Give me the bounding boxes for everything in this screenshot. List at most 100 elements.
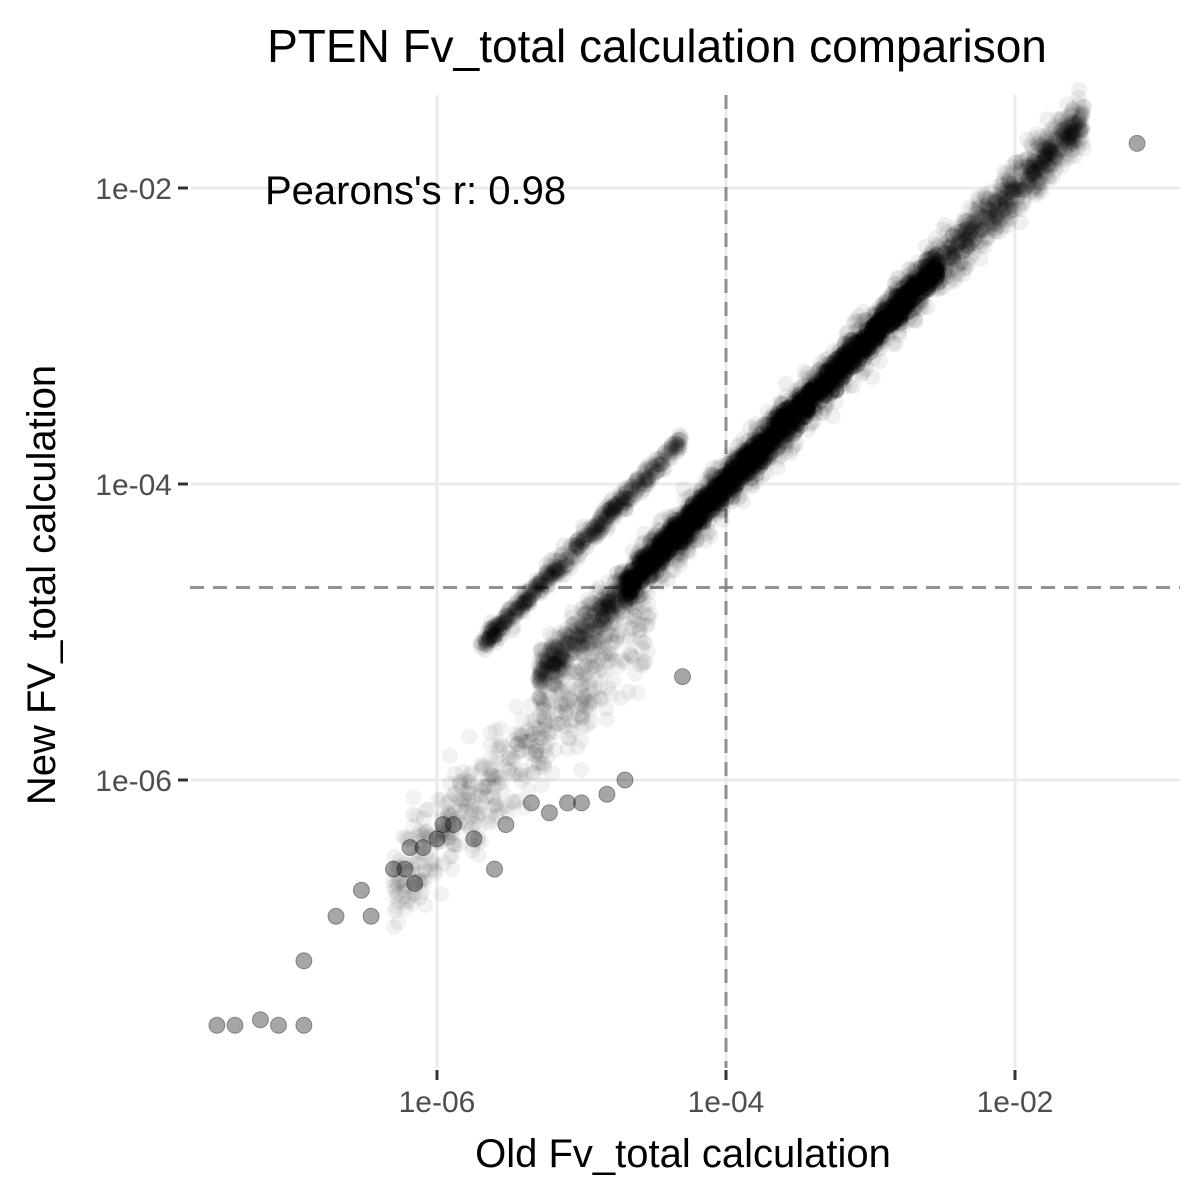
point: [673, 546, 690, 563]
point: [602, 615, 619, 632]
point: [1038, 128, 1055, 145]
point: [650, 561, 667, 578]
point: [841, 349, 858, 366]
point: [672, 537, 689, 554]
point: [677, 504, 694, 521]
scatter-point-19: [497, 816, 515, 834]
point: [549, 638, 566, 655]
point: [943, 244, 960, 261]
point: [748, 466, 765, 483]
point: [993, 203, 1010, 220]
point: [593, 605, 609, 621]
point: [920, 259, 936, 276]
point: [1017, 178, 1034, 195]
point: [578, 605, 595, 622]
point: [777, 434, 794, 451]
point: [806, 397, 823, 413]
point: [628, 583, 645, 600]
point: [906, 274, 923, 291]
point: [755, 433, 772, 450]
point: [730, 490, 747, 507]
point: [575, 621, 592, 638]
point: [936, 246, 953, 263]
point: [661, 524, 678, 541]
point: [705, 499, 722, 516]
point: [662, 523, 679, 540]
point: [994, 176, 1011, 193]
point: [620, 609, 636, 626]
point: [1071, 81, 1087, 98]
point: [612, 585, 628, 602]
point: [907, 268, 924, 285]
point: [641, 559, 658, 576]
point: [1024, 159, 1041, 176]
point: [878, 307, 895, 324]
point: [689, 510, 706, 527]
point: [644, 566, 661, 582]
point: [775, 412, 791, 429]
point: [678, 526, 695, 543]
point: [875, 310, 892, 327]
point: [832, 340, 849, 357]
point: [1037, 146, 1053, 163]
point: [801, 384, 818, 401]
point: [685, 515, 702, 531]
point: [621, 576, 638, 593]
point: [923, 255, 940, 272]
point: [782, 398, 799, 415]
point: [1068, 115, 1085, 132]
point: [964, 223, 981, 240]
point: [656, 531, 673, 548]
point: [1039, 148, 1056, 165]
point: [777, 415, 794, 432]
point: [718, 472, 735, 489]
point: [671, 526, 688, 543]
point: [809, 380, 826, 397]
point: [913, 283, 930, 300]
point: [871, 310, 888, 327]
point: [797, 397, 814, 414]
point: [727, 469, 744, 486]
point: [1019, 172, 1036, 189]
point: [874, 301, 891, 318]
point: [533, 648, 550, 665]
point: [623, 582, 640, 599]
point: [762, 409, 779, 426]
point: [557, 626, 574, 643]
point: [679, 503, 696, 520]
point: [550, 642, 567, 659]
point: [967, 231, 983, 247]
point: [974, 209, 991, 226]
point: [909, 297, 926, 314]
point: [927, 251, 944, 268]
point: [981, 210, 998, 227]
point: [919, 272, 936, 289]
point: [1074, 106, 1091, 123]
point: [595, 608, 612, 625]
point: [924, 272, 940, 289]
point: [874, 329, 891, 346]
point: [1042, 142, 1058, 159]
point: [1041, 159, 1058, 176]
point: [966, 209, 983, 226]
point: [965, 219, 982, 236]
point: [868, 330, 885, 347]
point: [578, 633, 595, 650]
point: [601, 599, 618, 616]
point: [1029, 141, 1046, 158]
point: [1052, 142, 1069, 159]
point: [924, 282, 941, 298]
point: [786, 391, 803, 408]
point: [997, 190, 1014, 207]
point: [835, 351, 852, 368]
point: [956, 222, 973, 239]
point: [1043, 130, 1060, 146]
point: [770, 441, 787, 458]
point: [907, 283, 924, 300]
point: [926, 273, 943, 290]
point: [596, 628, 613, 645]
point: [700, 495, 717, 512]
point: [778, 426, 795, 443]
point: [847, 323, 864, 340]
point: [645, 541, 662, 557]
